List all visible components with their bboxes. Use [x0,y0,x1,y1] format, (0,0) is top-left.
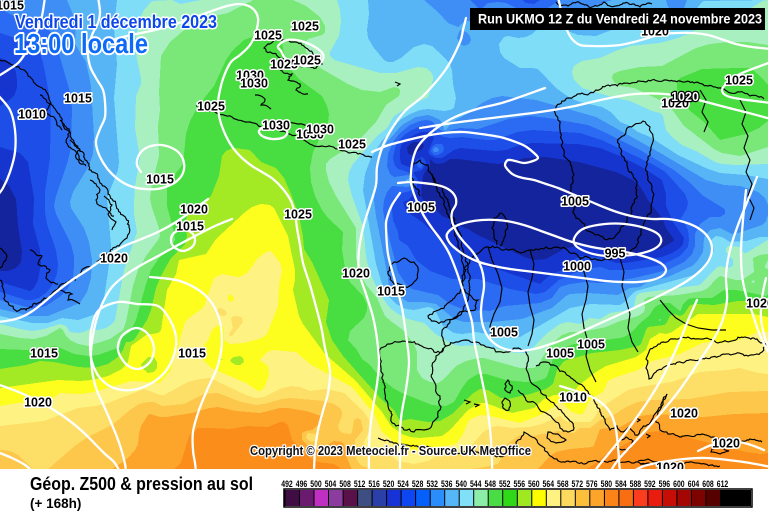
svg-text:1005: 1005 [490,326,518,340]
svg-text:552: 552 [499,479,511,489]
svg-text:1005: 1005 [407,201,435,215]
svg-text:536: 536 [441,479,453,489]
svg-text:1030: 1030 [262,119,290,133]
svg-text:596: 596 [659,479,671,489]
svg-text:564: 564 [543,479,555,489]
svg-text:Vendredi 1 décembre 2023: Vendredi 1 décembre 2023 [15,12,217,32]
svg-text:1010: 1010 [559,391,587,405]
svg-text:1005: 1005 [546,347,574,361]
svg-text:588: 588 [630,479,642,489]
svg-text:576: 576 [586,479,598,489]
svg-text:612: 612 [717,479,729,489]
svg-text:1020: 1020 [180,203,208,217]
svg-text:1030: 1030 [296,128,324,142]
svg-text:1010: 1010 [18,108,46,122]
svg-text:1015: 1015 [178,347,206,361]
svg-text:13:00 locale: 13:00 locale [14,28,148,59]
svg-text:532: 532 [426,479,438,489]
svg-text:1005: 1005 [577,338,605,352]
svg-text:(+ 168h): (+ 168h) [30,496,81,511]
svg-text:1015: 1015 [0,0,24,13]
svg-text:1025: 1025 [725,74,753,88]
svg-text:1020: 1020 [671,90,699,104]
svg-text:1025: 1025 [291,20,319,34]
svg-text:548: 548 [484,479,496,489]
svg-text:580: 580 [601,479,613,489]
svg-text:1025: 1025 [270,58,298,72]
svg-text:1030: 1030 [236,69,264,83]
svg-text:995: 995 [605,247,626,261]
svg-text:1000: 1000 [563,260,591,274]
svg-text:Géop. Z500 & pression au sol: Géop. Z500 & pression au sol [30,474,253,494]
svg-text:540: 540 [455,479,467,489]
svg-text:1025: 1025 [338,138,366,152]
svg-text:556: 556 [514,479,526,489]
svg-text:1025: 1025 [293,54,321,68]
svg-text:1015: 1015 [146,173,174,187]
svg-text:Run UKMO 12 Z du Vendredi 24 n: Run UKMO 12 Z du Vendredi 24 novembre 20… [478,11,762,27]
svg-text:Copyright © 2023 Meteociel.fr: Copyright © 2023 Meteociel.fr - Source U… [250,444,531,458]
svg-text:524: 524 [397,479,409,489]
svg-text:520: 520 [383,479,395,489]
svg-text:496: 496 [296,479,308,489]
svg-text:1030: 1030 [306,123,334,137]
svg-text:1020: 1020 [342,267,370,281]
svg-text:1015: 1015 [377,285,405,299]
svg-text:1015: 1015 [64,92,92,106]
svg-text:1015: 1015 [30,347,58,361]
svg-text:1025: 1025 [254,29,282,43]
svg-text:608: 608 [702,479,714,489]
svg-text:592: 592 [644,479,656,489]
svg-text:1020: 1020 [100,252,128,266]
svg-text:492: 492 [281,479,293,489]
svg-text:568: 568 [557,479,569,489]
svg-text:528: 528 [412,479,424,489]
svg-text:1005: 1005 [561,195,589,209]
svg-text:504: 504 [325,479,337,489]
svg-text:572: 572 [572,479,584,489]
svg-text:512: 512 [354,479,366,489]
svg-text:544: 544 [470,479,482,489]
svg-text:604: 604 [688,479,700,489]
svg-text:1030: 1030 [240,77,268,91]
svg-text:600: 600 [673,479,685,489]
svg-text:560: 560 [528,479,540,489]
svg-text:508: 508 [339,479,351,489]
svg-text:500: 500 [310,479,322,489]
svg-text:1020: 1020 [661,97,689,111]
svg-text:1025: 1025 [197,100,225,114]
svg-text:584: 584 [615,479,627,489]
svg-text:516: 516 [368,479,380,489]
svg-text:1020: 1020 [24,396,52,410]
svg-text:1020: 1020 [670,407,698,421]
svg-text:1020: 1020 [746,297,768,311]
svg-text:1020: 1020 [712,437,740,451]
svg-text:1025: 1025 [284,208,312,222]
svg-text:1015: 1015 [176,220,204,234]
